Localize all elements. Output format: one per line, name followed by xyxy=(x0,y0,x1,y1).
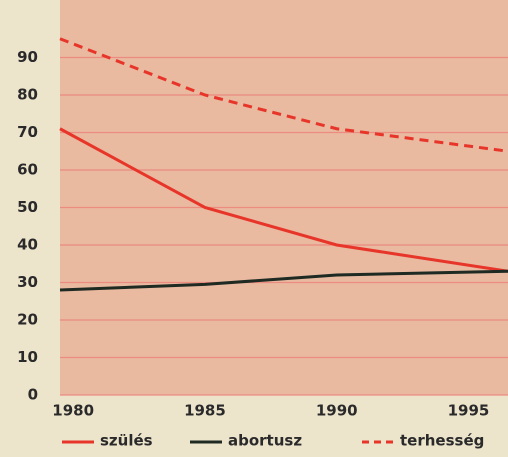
y-tick-label: 10 xyxy=(17,348,38,366)
line xyxy=(59,37,508,153)
y-tick-label: 70 xyxy=(17,123,38,141)
legend-label: terhesség xyxy=(400,432,484,450)
y-tick-label: 20 xyxy=(17,311,38,329)
x-tick-label: 1995 xyxy=(448,402,490,420)
y-tick-label: 60 xyxy=(17,161,38,179)
legend-label: szülés xyxy=(100,432,153,450)
y-tick-label: 40 xyxy=(17,236,38,254)
x-tick-label: 1990 xyxy=(316,402,358,420)
y-tick-label: 50 xyxy=(17,198,38,216)
x-tick-label: 1980 xyxy=(52,402,94,420)
line xyxy=(59,127,508,273)
y-tick-label: 90 xyxy=(17,48,38,66)
y-tick-label: 30 xyxy=(17,273,38,291)
y-tick-label: 0 xyxy=(28,386,38,404)
legend-label: abortusz xyxy=(228,432,302,450)
x-tick-label: 1985 xyxy=(184,402,226,420)
plot-area xyxy=(60,0,508,395)
y-tick-label: 80 xyxy=(17,86,38,104)
line xyxy=(59,269,508,292)
